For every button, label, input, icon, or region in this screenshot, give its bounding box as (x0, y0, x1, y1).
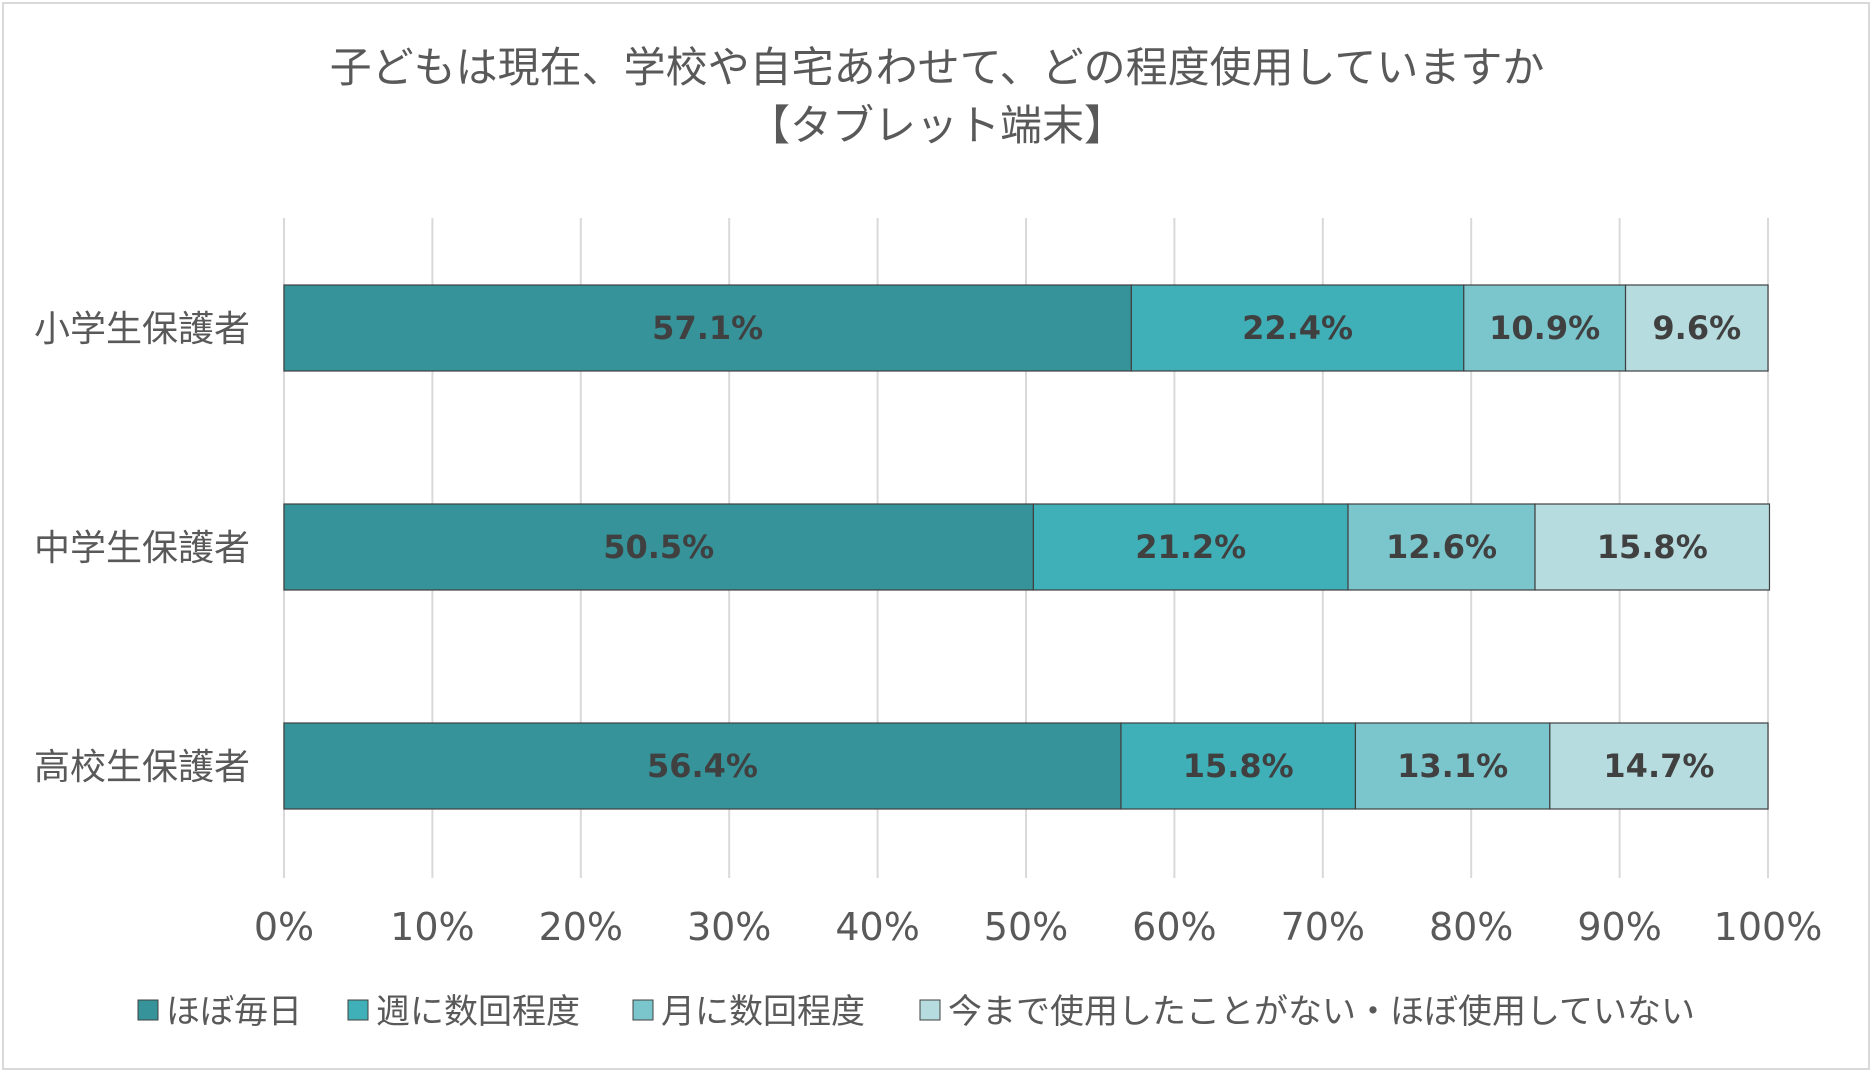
x-tick-label: 90% (1577, 905, 1661, 949)
category-label: 小学生保護者 (34, 309, 250, 350)
bar-segment (283, 284, 1132, 372)
legend-label: 今まで使用したことがない・ほぼ使用していない (948, 992, 1695, 1032)
bar-segment (1534, 503, 1771, 591)
x-tick-label: 10% (390, 905, 474, 949)
x-tick-label: 30% (687, 905, 771, 949)
chart-title: 子どもは現在、学校や自宅あわせて、どの程度使用していますか (330, 43, 1545, 92)
bar-value-label: 13.1% (1397, 747, 1508, 785)
bar-segment (1354, 722, 1551, 810)
bar-value-label: 14.7% (1603, 747, 1714, 785)
bar-segment (283, 722, 1122, 810)
bar-segment (1549, 722, 1769, 810)
x-tick-label: 60% (1132, 905, 1216, 949)
x-axis-tick-labels: 0% 10% 20% 30% 40% 50% 60% 70% 80% 90% 100% (254, 905, 1822, 949)
legend: ほぼ毎日 週に数回程度 月に数回程度 今まで使用したことがない・ほぼ使用していない (137, 992, 1695, 1032)
x-tick-label: 0% (254, 905, 314, 949)
bar-segment (1463, 284, 1627, 372)
bar-segment (1120, 722, 1357, 810)
x-tick-label: 70% (1281, 905, 1365, 949)
x-tick-label: 20% (539, 905, 623, 949)
x-tick-label: 40% (835, 905, 919, 949)
bar-value-label: 56.4% (647, 747, 758, 785)
legend-swatch (919, 999, 941, 1021)
legend-label: 月に数回程度 (661, 992, 865, 1032)
bar-value-label: 15.8% (1597, 528, 1708, 566)
bar-segment (1032, 503, 1349, 591)
bar-value-label: 9.6% (1652, 309, 1741, 347)
legend-swatch (137, 999, 159, 1021)
bar-value-label: 21.2% (1135, 528, 1246, 566)
legend-label: ほぼ毎日 (166, 992, 302, 1032)
bars: 57.1% 22.4% 10.9% 9.6% 50.5% 21.2% 12.6% 15.8% 5… (283, 284, 1771, 810)
bar-value-label: 22.4% (1242, 309, 1353, 347)
category-label: 高校生保護者 (34, 747, 250, 788)
bar-value-label: 15.8% (1183, 747, 1294, 785)
chart-subtitle: 【タブレット端末】 (748, 101, 1126, 150)
bar-segment (283, 503, 1035, 591)
bar-segment (1624, 284, 1769, 372)
category-label: 中学生保護者 (34, 528, 250, 569)
legend-label: 週に数回程度 (376, 992, 580, 1032)
bar-value-label: 50.5% (603, 528, 714, 566)
x-tick-label: 80% (1429, 905, 1513, 949)
legend-swatch (632, 999, 654, 1021)
bar-segment (1130, 284, 1465, 372)
bar-value-label: 57.1% (652, 309, 763, 347)
x-tick-label: 50% (984, 905, 1068, 949)
bar-value-label: 10.9% (1489, 309, 1600, 347)
x-tick-label: 100% (1714, 905, 1823, 949)
bar-value-label: 12.6% (1386, 528, 1497, 566)
legend-swatch (347, 999, 369, 1021)
